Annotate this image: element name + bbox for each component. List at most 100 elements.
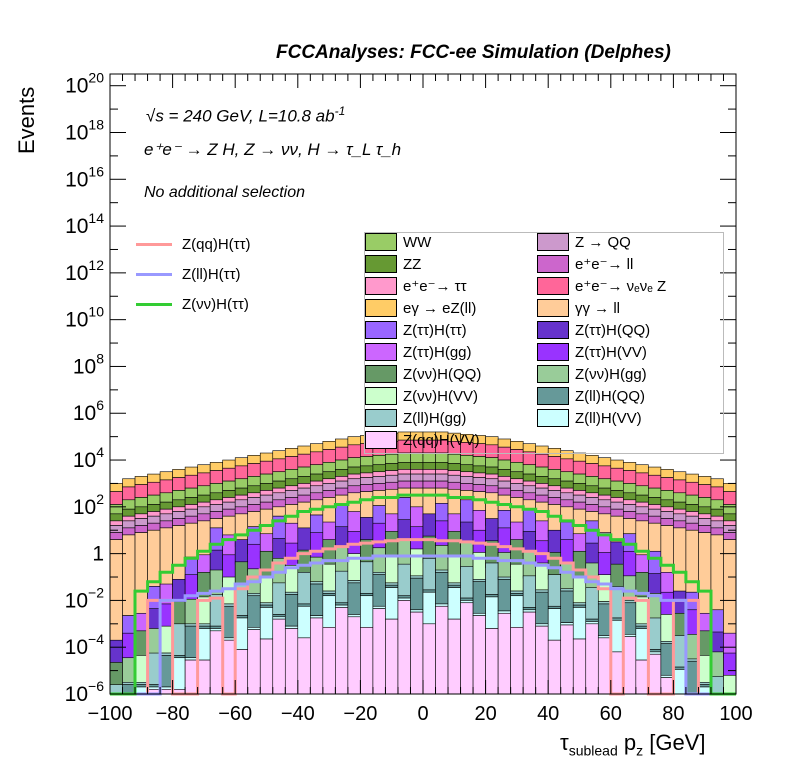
background-legend-item: eγ → eZ(ll) [365, 299, 476, 317]
bar-42-e⁺e⁻→ ll [635, 513, 649, 522]
bar-27-Z(ll)H(VV) [447, 587, 461, 620]
bar-7-e⁺e⁻→ ττ [197, 501, 211, 508]
bar-43-Z(ll)H(QQ) [648, 649, 662, 653]
bar-14-e⁺e⁻→ νₑνₑ Z [284, 456, 299, 470]
bar-34-Z(qq)H(VV) [535, 625, 549, 695]
x-tick-label: 60 [600, 703, 622, 725]
bar-18-Z → QQ [335, 480, 349, 489]
process-annotation: e⁺e⁻ → Z H, Z → νν, H → τ_L τ_h [144, 140, 402, 159]
x-axis-label-rest: p [617, 730, 637, 755]
bar-17-γγ → ll [322, 497, 336, 525]
bar-48-Z(νν)H(gg) [710, 651, 724, 680]
x-axis-label: τsublead pz [GeV] [560, 730, 705, 758]
bar-19-e⁺e⁻→ ττ [347, 473, 361, 480]
bar-12-eγ → eZ(ll) [259, 452, 274, 462]
legend-label: Z(νν)H(VV) [403, 387, 478, 405]
bar-45-e⁺e⁻→ νₑνₑ Z [673, 479, 687, 494]
background-legend-item: γγ → ll [537, 299, 620, 317]
bar-6-e⁺e⁻→ ττ [184, 504, 198, 510]
bar-10-Z(ττ)H(QQ) [234, 539, 249, 565]
bar-28-e⁺e⁻→ ττ [460, 471, 474, 477]
bar-9-Z(ll)H(VV) [222, 637, 236, 641]
bar-43-e⁺e⁻→ ll [648, 515, 662, 524]
bar-16-Z(νν)H(gg) [310, 556, 324, 585]
bar-7-Z(ll)H(VV) [197, 628, 211, 661]
bar-18-e⁺e⁻→ ττ [335, 476, 349, 482]
bar-37-WW [572, 473, 587, 484]
bar-38-Z(qq)H(VV) [585, 623, 599, 695]
bar-26-e⁺e⁻→ ττ [435, 469, 449, 475]
bar-8-Z(ll)H(QQ) [209, 625, 223, 629]
bar-47-ZZ [698, 506, 712, 515]
legend-swatch [537, 255, 569, 273]
bar-25-e⁺e⁻→ ττ [422, 469, 436, 475]
bar-38-eγ → eZ(ll) [585, 455, 599, 464]
bar-32-WW [510, 462, 524, 473]
bar-33-Z(ll)H(VV) [522, 609, 536, 613]
bar-26-Z(ττ)H(VV) [435, 520, 449, 549]
bar-14-WW [284, 469, 299, 480]
bar-12-Z(ll)H(QQ) [259, 604, 274, 608]
bar-46-ZZ [685, 504, 699, 512]
bar-9-Z(qq)H(VV) [222, 639, 236, 695]
legend-swatch [365, 321, 397, 339]
legend-swatch [365, 255, 397, 273]
bar-44-Z → QQ [660, 511, 674, 519]
legend-label: e⁺e⁻→ νₑνₑ Z [575, 278, 667, 295]
bar-40-Z(ll)H(QQ) [610, 617, 624, 621]
bar-14-Z(ll)H(QQ) [284, 594, 299, 627]
background-legend-item: Z(ττ)H(ττ) [365, 321, 467, 339]
bar-35-WW [547, 469, 562, 480]
bar-10-e⁺e⁻→ ll [234, 506, 249, 515]
bar-10-ZZ [234, 487, 249, 496]
bar-8-eγ → eZ(ll) [209, 462, 223, 471]
bar-29-e⁺e⁻→ ll [472, 484, 486, 492]
bar-33-e⁺e⁻→ ττ [522, 480, 536, 487]
bar-13-eγ → eZ(ll) [272, 450, 286, 460]
bar-37-Z(ll)H(QQ) [572, 604, 587, 608]
bar-44-Z(ll)H(VV) [660, 674, 674, 678]
bar-9-Z(ll)H(QQ) [222, 605, 236, 639]
bar-5-e⁺e⁻→ ττ [172, 506, 186, 512]
background-legend-item: Z(ll)H(QQ) [537, 387, 645, 405]
bar-43-e⁺e⁻→ ττ [648, 504, 662, 510]
bar-12-WW [259, 473, 274, 484]
bar-40-e⁺e⁻→ ττ [610, 497, 624, 503]
bar-24-Z(ll)H(gg) [410, 575, 424, 579]
bar-18-eγ → eZ(ll) [335, 438, 349, 448]
bar-5-γγ → ll [172, 525, 186, 587]
bar-33-Z(ll)H(QQ) [522, 607, 536, 611]
bar-1-e⁺e⁻→ ll [122, 527, 136, 536]
bar-6-eγ → eZ(ll) [184, 466, 198, 476]
bar-6-Z(ll)H(gg) [184, 623, 198, 627]
bar-39-γγ → ll [597, 513, 612, 536]
bar-9-Z → QQ [222, 501, 236, 510]
bar-3-e⁺e⁻→ νₑνₑ Z [147, 481, 161, 496]
bar-40-Z → QQ [610, 501, 624, 510]
legend-label: Z(νν)H(gg) [575, 365, 647, 383]
bar-39-e⁺e⁻→ ll [597, 506, 612, 515]
bar-44-eγ → eZ(ll) [660, 469, 674, 478]
bar-11-e⁺e⁻→ νₑνₑ Z [247, 463, 261, 477]
bar-12-Z(qq)H(VV) [259, 638, 274, 695]
background-legend-item: e⁺e⁻→ ll [537, 255, 633, 273]
x-tick-label: −60 [218, 703, 252, 725]
bar-7-Z → QQ [197, 506, 211, 515]
bar-19-ZZ [347, 466, 361, 475]
bar-27-ZZ [447, 463, 461, 471]
bar-17-Z(ll)H(QQ) [322, 593, 336, 597]
legend-label: Z(ττ)H(gg) [403, 343, 472, 361]
bar-4-Z(ll)H(QQ) [159, 655, 173, 688]
bar-29-Z(ll)H(gg) [472, 579, 486, 582]
bar-2-e⁺e⁻→ ll [134, 525, 148, 533]
bar-6-Z(ττ)H(VV) [184, 574, 198, 602]
bar-13-ZZ [272, 480, 286, 489]
bar-20-Z(ττ)H(QQ) [360, 517, 374, 543]
signal-line-1 [110, 554, 736, 696]
x-axis-label-main: τ [560, 730, 569, 755]
bar-9-WW [222, 480, 236, 491]
bar-45-Z(ll)H(gg) [673, 635, 687, 668]
bar-44-WW [660, 490, 674, 501]
bar-44-e⁺e⁻→ ll [660, 518, 674, 526]
bar-21-WW [372, 455, 386, 466]
